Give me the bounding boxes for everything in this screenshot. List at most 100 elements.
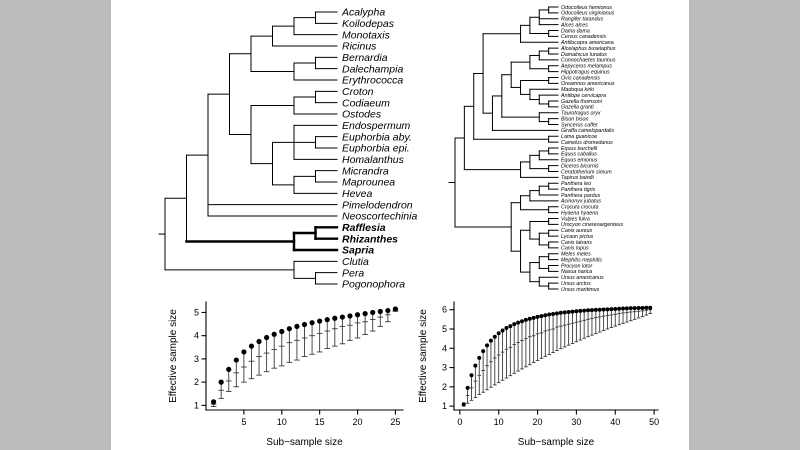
- data-point: [488, 338, 493, 343]
- tip-label: Camelus dromedarius: [561, 140, 613, 146]
- y-tick-label: 4: [194, 331, 199, 341]
- tip-label: Odocoileus virginianus: [561, 11, 615, 17]
- data-point: [617, 306, 622, 311]
- data-point: [531, 315, 536, 320]
- data-point: [347, 313, 353, 319]
- data-point: [377, 308, 383, 315]
- tip-label: Meles meles: [561, 252, 591, 258]
- data-point: [324, 317, 330, 323]
- tip-label: Equus caballus: [561, 152, 597, 158]
- tip-label: Pera: [342, 267, 364, 279]
- right-gray-panel: [689, 0, 800, 450]
- tip-label: Taurotragus oryx: [561, 111, 601, 117]
- data-point: [574, 309, 579, 314]
- data-point: [570, 309, 575, 314]
- plant-phylogeny-tree: AcalyphaKoilodepasMonotaxisRicinusBernar…: [158, 7, 417, 291]
- data-point: [554, 311, 559, 316]
- x-tick-label: 15: [315, 417, 325, 427]
- tip-label: Rafflesia: [342, 222, 386, 234]
- tip-label: Endospermum: [342, 120, 411, 132]
- data-point: [543, 313, 548, 318]
- tip-label: Erythrococca: [342, 75, 403, 87]
- data-point: [621, 306, 626, 311]
- tip-label: Antilocapra americana: [560, 40, 614, 46]
- x-tick-label: 10: [494, 417, 504, 427]
- data-point: [354, 312, 361, 318]
- tip-label: Hevea: [342, 188, 373, 200]
- data-point: [562, 310, 567, 315]
- data-point: [317, 318, 323, 324]
- data-point: [589, 308, 594, 313]
- tip-label: Lama guanicoe: [561, 134, 597, 140]
- x-tick-label: 20: [533, 417, 543, 427]
- tip-label: Ricinus: [342, 41, 377, 53]
- tip-label: Hippotragus equinus: [561, 69, 610, 75]
- data-point: [508, 324, 513, 329]
- tip-label: Nasua narica: [561, 269, 592, 275]
- data-point: [465, 385, 470, 390]
- data-point: [385, 307, 391, 314]
- data-point: [294, 323, 300, 329]
- data-point: [256, 338, 262, 345]
- y-axis-label: Effective sample size: [168, 309, 179, 403]
- data-point: [632, 306, 637, 311]
- tip-label: Ovis canadensis: [561, 75, 600, 81]
- tip-label: Diceros bicornis: [561, 163, 599, 169]
- data-point: [301, 321, 308, 328]
- tip-label: Dama dama: [561, 28, 590, 34]
- y-tick-label: 2: [194, 377, 199, 387]
- ess-subsample-chart-mammals: 0 10 20 30 40 50 1 2 3 4 5 6 Sub−sample size Effectiv…: [418, 301, 659, 448]
- y-tick-label: 1: [442, 401, 447, 411]
- tip-label: Koilodepas: [342, 18, 395, 30]
- tip-label: Euphorbia epi.: [342, 143, 410, 155]
- tip-label: Syncerus caffer: [561, 122, 598, 128]
- y-tick-label: 6: [442, 305, 447, 315]
- tip-label: Gazella thomsoni: [561, 99, 603, 105]
- figure-panel: Acalypha Koilodepas Monotaxis Ricinus Bernar…: [111, 0, 689, 450]
- data-point: [264, 334, 270, 341]
- tip-label: Panthera leo: [561, 181, 591, 187]
- data-point: [644, 305, 649, 310]
- tip-label: Cervus canadensis: [561, 34, 606, 40]
- data-point: [512, 322, 517, 327]
- y-tick-label: 3: [194, 354, 199, 364]
- tip-label: Rangifer tarandus: [561, 17, 603, 23]
- ess-subsample-chart-plants: 5 10 15 20 25 1 2 3 4 5 Sub−sample size Effective s…: [168, 301, 404, 448]
- tip-label: Alces alces: [560, 22, 588, 28]
- x-tick-label: 40: [610, 417, 620, 427]
- x-tick-label: 5: [241, 417, 246, 427]
- tip-label: Damaliscus lunatus: [561, 52, 607, 58]
- data-point: [370, 309, 376, 316]
- data-point: [226, 366, 232, 372]
- tip-label: Canis aureus: [561, 228, 593, 234]
- data-point: [309, 320, 315, 326]
- y-tick-label: 5: [194, 307, 199, 317]
- data-point: [523, 317, 528, 322]
- x-tick-label: 20: [353, 417, 363, 427]
- tip-label: Gazella granti: [561, 105, 595, 111]
- tip-label: Acinonyx jubatus: [560, 199, 601, 205]
- data-point: [586, 308, 591, 313]
- data-point: [648, 305, 653, 310]
- tip-label: Euphorbia aby.: [342, 131, 412, 143]
- tip-label: Sapria: [342, 245, 374, 257]
- y-tick-label: 4: [442, 343, 447, 353]
- tip-label: Connochaetes taurinus: [561, 58, 616, 64]
- x-axis-label: Sub−sample size: [518, 437, 595, 448]
- x-tick-label: 50: [649, 417, 659, 427]
- data-point: [504, 326, 509, 331]
- data-point: [469, 373, 474, 378]
- tip-label: Crocuta crocuta: [561, 205, 598, 211]
- data-point: [516, 320, 521, 325]
- data-point: [535, 314, 540, 319]
- data-point: [551, 311, 556, 316]
- x-tick-label: 30: [571, 417, 581, 427]
- data-point: [527, 316, 532, 321]
- data-point: [271, 331, 277, 337]
- data-point: [339, 314, 345, 320]
- data-point: [279, 328, 285, 335]
- tip-label: Ursus arctos: [561, 281, 591, 287]
- tip-label: Neoscortechinia: [342, 211, 417, 223]
- data-point: [492, 334, 497, 339]
